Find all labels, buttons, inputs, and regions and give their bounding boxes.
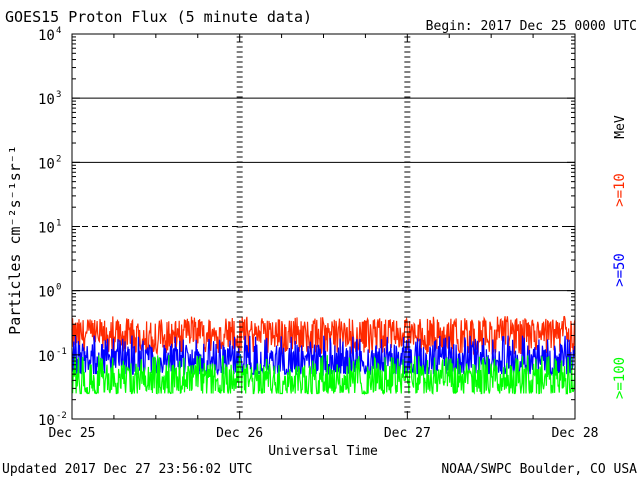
y-tick-label-4: 10 (38, 156, 55, 172)
x-tick-label-1: Dec 26 (216, 426, 263, 441)
y-tick-exponent-5: 3 (56, 90, 61, 100)
y-tick-label-3: 10 (38, 221, 55, 237)
series-layer (71, 315, 576, 396)
x-tick-label-2: Dec 27 (384, 426, 431, 441)
x-tick-label-3: Dec 28 (552, 426, 599, 441)
y-tick-exponent-6: 4 (56, 26, 61, 36)
legend-entry-0: >=10 (612, 173, 628, 207)
energy-unit-label: MeV (613, 115, 628, 139)
begin-label: Begin: 2017 Dec 25 0000 UTC (426, 19, 637, 34)
credit-label: NOAA/SWPC Boulder, CO USA (441, 462, 637, 477)
y-tick-exponent-1: -1 (56, 347, 67, 357)
series-line-0 (71, 315, 576, 356)
y-tick-label-6: 10 (38, 28, 55, 44)
y-axis-title: Particles cm⁻²s⁻¹sr⁻¹ (6, 145, 24, 335)
series-line-2 (71, 353, 576, 396)
legend-entry-2: >=100 (612, 357, 628, 399)
reference-lines (72, 97, 575, 292)
y-tick-exponent-0: -2 (56, 411, 67, 421)
y-tick-label-0: 10 (38, 413, 55, 429)
chart-title: GOES15 Proton Flux (5 minute data) (5, 8, 312, 26)
x-tick-label-0: Dec 25 (49, 426, 96, 441)
y-tick-exponent-2: 0 (56, 283, 61, 293)
axis-ticks (71, 33, 576, 420)
legend: >=10 >=50 >=100 (612, 173, 628, 399)
y-tick-label-5: 10 (38, 92, 55, 108)
x-tick-labels: Dec 25 Dec 26 Dec 27 Dec 28 (49, 426, 599, 441)
plot-frame (71, 33, 576, 420)
y-tick-label-1: 10 (38, 349, 55, 365)
y-tick-label-2: 10 (38, 285, 55, 301)
y-tick-exponent-3: 1 (56, 219, 61, 229)
legend-entry-1: >=50 (612, 253, 628, 287)
x-axis-title: Universal Time (268, 444, 378, 459)
updated-timestamp: Updated 2017 Dec 27 23:56:02 UTC (2, 462, 252, 477)
y-tick-exponent-4: 2 (56, 154, 61, 164)
